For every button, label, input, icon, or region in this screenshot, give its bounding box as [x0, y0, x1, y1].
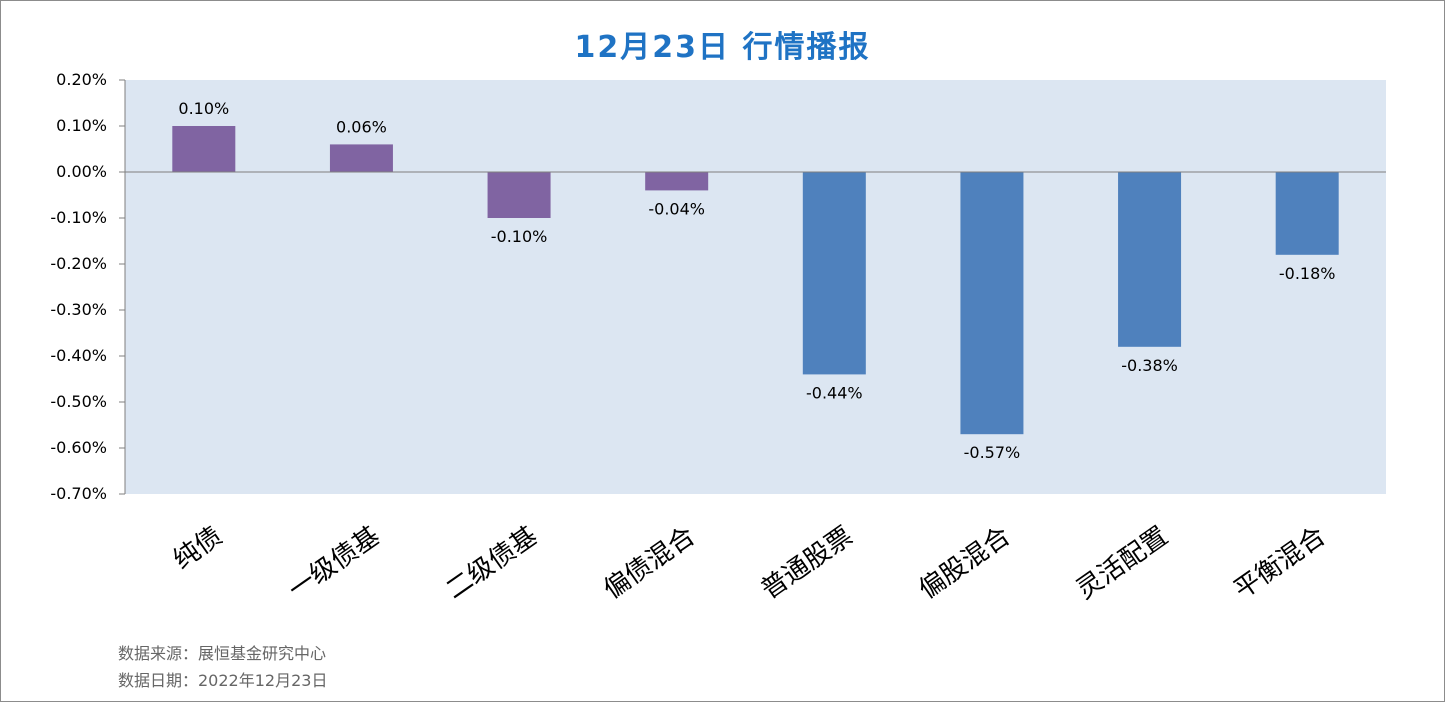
y-tick-label: 0.10%	[56, 116, 107, 135]
data-label: -0.57%	[964, 443, 1021, 462]
data-date-note: 数据日期：2022年12月23日	[118, 671, 328, 690]
bar-2	[329, 144, 393, 172]
x-tick-label: 平衡混合	[1229, 521, 1331, 605]
y-tick-label: -0.70%	[50, 484, 107, 503]
bars	[172, 126, 1339, 435]
bar-3	[487, 172, 551, 218]
plot-area	[125, 80, 1386, 494]
x-tick-label: 普通股票	[756, 521, 858, 605]
y-tick-label: -0.50%	[50, 392, 107, 411]
bar-4	[645, 172, 709, 191]
data-label: -0.10%	[491, 227, 548, 246]
x-tick-label: 灵活配置	[1071, 521, 1173, 605]
bar-8	[1275, 172, 1339, 255]
y-tick-label: -0.10%	[50, 208, 107, 227]
y-tick-label: -0.40%	[50, 346, 107, 365]
data-label: 0.10%	[178, 99, 229, 118]
x-tick-label: 偏债混合	[598, 521, 700, 605]
chart-title: 12月23日 行情播报	[574, 30, 871, 65]
y-tick-label: 0.00%	[56, 162, 107, 181]
data-label: -0.44%	[806, 383, 863, 402]
x-tick-label: 纯债	[168, 521, 228, 575]
x-tick-label: 一级债基	[283, 521, 385, 605]
bar-5	[802, 172, 866, 375]
bar-7	[1118, 172, 1182, 347]
x-axis-labels: 纯债 一级债基 二级债基 偏债混合 普通股票 偏股混合 灵活配置 平衡混合	[168, 521, 1331, 605]
y-tick-label: 0.20%	[56, 70, 107, 89]
bar-6	[960, 172, 1024, 435]
y-tick-label: -0.30%	[50, 300, 107, 319]
y-axis-ticks: 0.20% 0.10% 0.00% -0.10% -0.20% -0.30% -0.40% -…	[50, 70, 125, 503]
data-label: -0.18%	[1279, 264, 1336, 283]
data-source-note: 数据来源：展恒基金研究中心	[118, 644, 327, 663]
x-tick-label: 二级债基	[441, 521, 543, 605]
bar-1	[172, 126, 236, 172]
data-label: -0.38%	[1121, 356, 1178, 375]
data-label: -0.04%	[648, 199, 705, 218]
y-tick-label: -0.60%	[50, 438, 107, 457]
value-labels: 0.10% 0.06% -0.10% -0.04% -0.44% -0.57% -0.38%…	[178, 99, 1335, 462]
x-tick-label: 偏股混合	[914, 521, 1016, 605]
y-tick-label: -0.20%	[50, 254, 107, 273]
data-label: 0.06%	[336, 117, 387, 136]
